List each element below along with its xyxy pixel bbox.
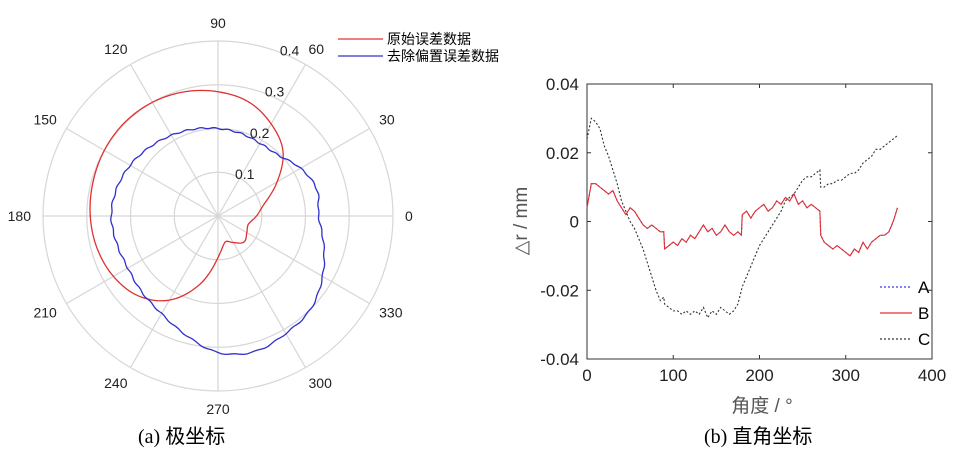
polar-spoke-30 — [217, 127, 370, 217]
x-tick-label-200: 200 — [745, 366, 773, 385]
cartesian-legend-label-b: B — [918, 304, 929, 323]
polar-angle-label-240: 240 — [104, 375, 128, 391]
x-tick-label-100: 100 — [659, 366, 687, 385]
polar-spoke-330 — [217, 215, 370, 305]
polar-legend-label-original: 原始误差数据 — [387, 32, 471, 48]
polar-spoke-240 — [129, 215, 219, 368]
polar-radial-label-0-4: 0.4 — [280, 43, 300, 59]
polar-angle-label-0: 0 — [405, 208, 413, 224]
polar-series-group — [89, 89, 326, 356]
polar-series-original — [89, 89, 284, 302]
polar-spoke-150 — [66, 127, 219, 217]
cartesian-plot-box — [586, 83, 933, 360]
polar-angle-label-30: 30 — [379, 112, 395, 128]
polar-angle-label-330: 330 — [379, 305, 403, 321]
polar-spoke-300 — [217, 215, 307, 368]
cartesian-legend-label-c: C — [918, 330, 930, 349]
cartesian-legend-label-a: A — [918, 278, 930, 297]
polar-legend: 原始误差数据 去除偏置误差数据 — [334, 26, 506, 70]
polar-angle-label-180: 180 — [8, 208, 32, 224]
cartesian-legend: A B C — [880, 278, 930, 349]
polar-angle-label-210: 210 — [33, 305, 57, 321]
x-tick-label-400: 400 — [918, 366, 946, 385]
y-tick-label-0-02: 0.02 — [546, 144, 579, 163]
cartesian-series-b — [586, 183, 899, 257]
cartesian-chart: 0 100 200 300 400 0.04 0.02 0 -0.02 -0.04 A B C 角… — [511, 75, 946, 448]
polar-spoke-210 — [66, 215, 219, 305]
polar-angle-label-60: 60 — [309, 41, 325, 57]
cartesian-series-group — [586, 117, 899, 319]
polar-spoke-60 — [217, 64, 307, 217]
cartesian-series-c — [586, 117, 898, 319]
polar-radial-label-0-1: 0.1 — [235, 166, 255, 182]
polar-spoke-120 — [129, 64, 219, 217]
y-tick-label-0-02: -0.02 — [540, 281, 579, 300]
cartesian-y-axis-label: △r / mm — [511, 187, 532, 255]
cartesian-x-axis-label: 角度 / ° — [731, 395, 792, 417]
polar-caption: (a) 极坐标 — [138, 425, 225, 448]
polar-chart: 0 30 60 90 120 150 180 210 240 270 300 330 0.1 0.2 0.3… — [8, 15, 506, 448]
y-tick-label-0-04: 0.04 — [546, 75, 579, 94]
polar-grid — [42, 40, 394, 392]
polar-series-debiased — [110, 126, 326, 356]
polar-radial-label-0-2: 0.2 — [250, 125, 270, 141]
polar-legend-box — [334, 26, 506, 70]
y-tick-label-0-04: -0.04 — [540, 350, 579, 369]
x-tick-label-300: 300 — [832, 366, 860, 385]
y-tick-label-0: 0 — [570, 213, 579, 232]
polar-angle-label-300: 300 — [309, 375, 333, 391]
polar-angle-label-270: 270 — [206, 401, 230, 417]
cartesian-ticks: 0 100 200 300 400 0.04 0.02 0 -0.02 -0.04 — [540, 75, 946, 385]
cartesian-caption: (b) 直角坐标 — [704, 425, 812, 448]
polar-angle-label-150: 150 — [33, 112, 57, 128]
polar-tick-labels: 0 30 60 90 120 150 180 210 240 270 300 330 0.1 0.2 0.3… — [8, 15, 413, 417]
polar-radial-label-0-3: 0.3 — [265, 84, 285, 100]
polar-angle-label-120: 120 — [104, 41, 128, 57]
polar-angle-label-90: 90 — [210, 15, 226, 31]
x-tick-label-0: 0 — [582, 366, 591, 385]
polar-legend-label-debiased: 去除偏置误差数据 — [387, 49, 499, 65]
